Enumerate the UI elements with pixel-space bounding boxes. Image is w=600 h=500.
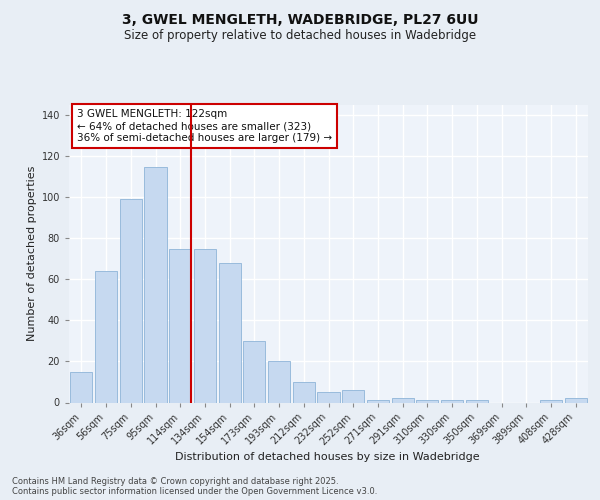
Bar	[145, 166, 167, 402]
Text: 3 GWEL MENGLETH: 122sqm
← 64% of detached houses are smaller (323)
36% of semi-d: 3 GWEL MENGLETH: 122sqm ← 64% of detache…	[77, 110, 332, 142]
Bar	[169, 248, 191, 402]
Bar	[565, 398, 587, 402]
Bar	[392, 398, 414, 402]
Bar	[194, 248, 216, 402]
Bar	[416, 400, 439, 402]
Bar	[441, 400, 463, 402]
Bar	[540, 400, 562, 402]
Bar	[367, 400, 389, 402]
Bar	[268, 362, 290, 403]
Bar	[119, 200, 142, 402]
Text: Size of property relative to detached houses in Wadebridge: Size of property relative to detached ho…	[124, 29, 476, 42]
Text: Distribution of detached houses by size in Wadebridge: Distribution of detached houses by size …	[175, 452, 479, 462]
Bar	[243, 341, 265, 402]
Y-axis label: Number of detached properties: Number of detached properties	[28, 166, 37, 342]
Bar	[317, 392, 340, 402]
Bar	[95, 271, 117, 402]
Bar	[293, 382, 315, 402]
Text: Contains HM Land Registry data © Crown copyright and database right 2025.
Contai: Contains HM Land Registry data © Crown c…	[12, 476, 377, 496]
Bar	[218, 263, 241, 402]
Bar	[466, 400, 488, 402]
Text: 3, GWEL MENGLETH, WADEBRIDGE, PL27 6UU: 3, GWEL MENGLETH, WADEBRIDGE, PL27 6UU	[122, 12, 478, 26]
Bar	[342, 390, 364, 402]
Bar	[70, 372, 92, 402]
